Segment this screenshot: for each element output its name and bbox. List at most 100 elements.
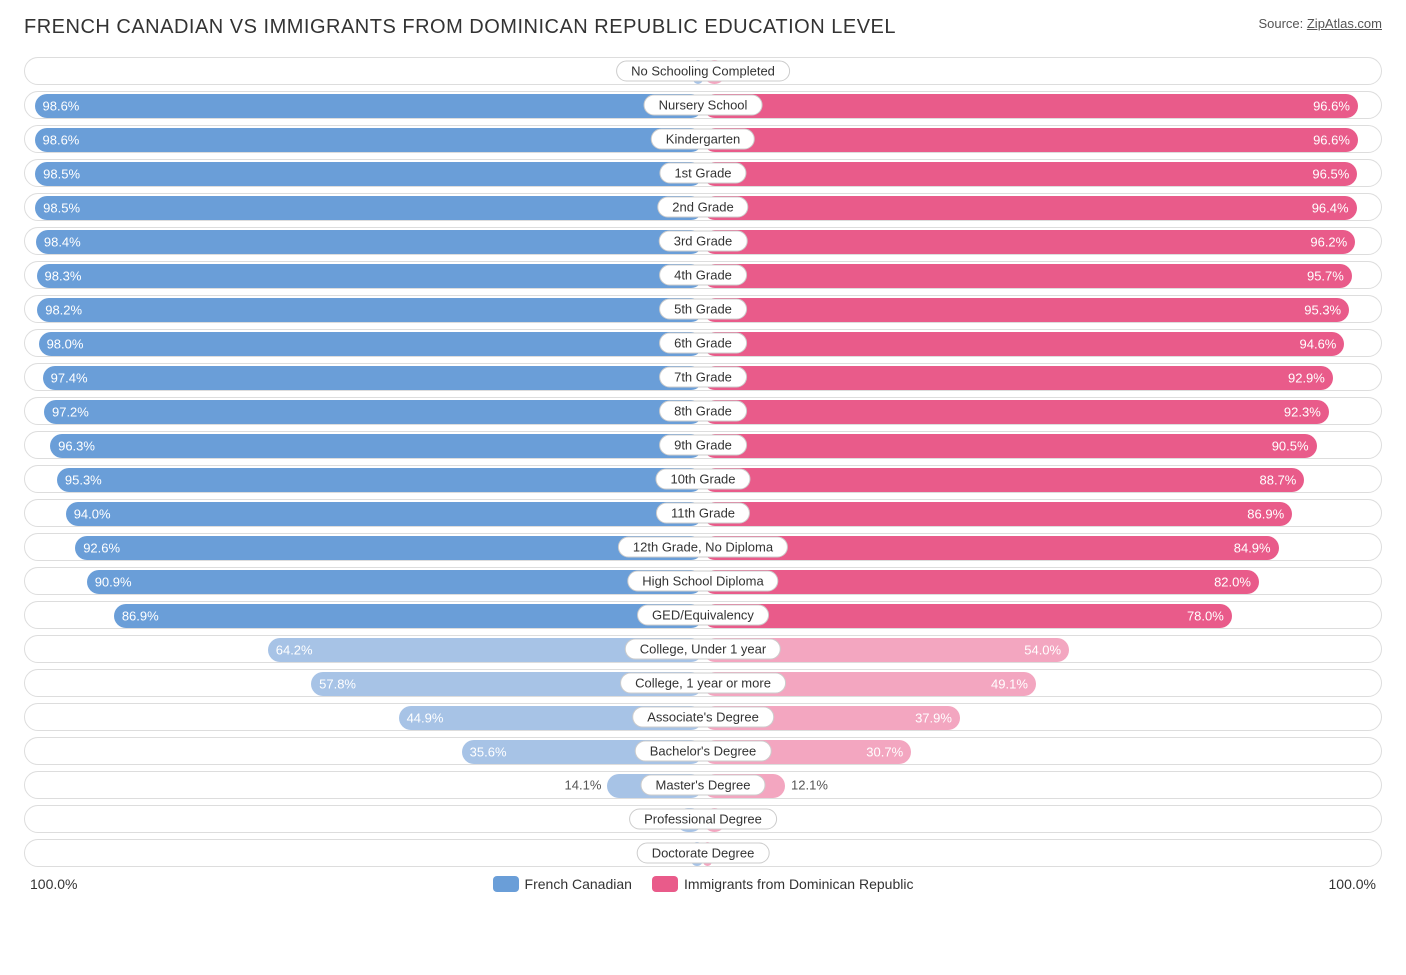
bar-right: 95.7% bbox=[703, 264, 1352, 288]
chart-row: 1.5%3.4%No Schooling Completed bbox=[24, 57, 1382, 85]
pct-left: 64.2% bbox=[276, 643, 313, 658]
chart-row: 97.2%92.3%8th Grade bbox=[24, 397, 1382, 425]
bar-right: 82.0% bbox=[703, 570, 1259, 594]
pct-right: 96.2% bbox=[1310, 235, 1347, 250]
pct-left: 97.4% bbox=[51, 371, 88, 386]
bar-right: 92.3% bbox=[703, 400, 1329, 424]
bar-right: 96.2% bbox=[703, 230, 1355, 254]
chart-row: 98.3% 95.7% 4th Grade bbox=[24, 261, 1382, 289]
category-label: 5th Grade bbox=[659, 299, 747, 320]
bar-right: 90.5% bbox=[703, 434, 1317, 458]
pct-right: 96.6% bbox=[1313, 133, 1350, 148]
pct-left: 14.1% bbox=[565, 778, 602, 793]
source-link[interactable]: ZipAtlas.com bbox=[1307, 16, 1382, 31]
pct-left: 96.3% bbox=[58, 439, 95, 454]
pct-left: 57.8% bbox=[319, 677, 356, 692]
pct-left: 98.5% bbox=[43, 167, 80, 182]
pct-right: 95.7% bbox=[1307, 269, 1344, 284]
chart-row: 98.0%94.6%6th Grade bbox=[24, 329, 1382, 357]
pct-left: 98.3% bbox=[45, 269, 82, 284]
chart-row: 4.0%3.4%Professional Degree bbox=[24, 805, 1382, 833]
category-label: College, 1 year or more bbox=[620, 673, 786, 694]
category-label: 9th Grade bbox=[659, 435, 747, 456]
pct-left: 90.9% bbox=[95, 575, 132, 590]
chart-row: 90.9% 82.0% High School Diploma bbox=[24, 567, 1382, 595]
pct-left: 98.5% bbox=[43, 201, 80, 216]
chart-row: 64.2%54.0%College, Under 1 year bbox=[24, 635, 1382, 663]
legend-item: Immigrants from Dominican Republic bbox=[652, 876, 914, 892]
chart-row: 1.8%1.3%Doctorate Degree bbox=[24, 839, 1382, 867]
bar-right: 84.9% bbox=[703, 536, 1279, 560]
pct-right: 37.9% bbox=[915, 711, 952, 726]
pct-right: 95.3% bbox=[1304, 303, 1341, 318]
bar-left: 98.2% bbox=[37, 298, 703, 322]
diverging-bar-chart: 1.5%3.4%No Schooling Completed 98.6% 96.6%… bbox=[24, 57, 1382, 867]
chart-row: 35.6%30.7%Bachelor's Degree bbox=[24, 737, 1382, 765]
chart-row: 86.9% 78.0% GED/Equivalency bbox=[24, 601, 1382, 629]
pct-right: 92.3% bbox=[1284, 405, 1321, 420]
chart-row: 96.3% 90.5% 9th Grade bbox=[24, 431, 1382, 459]
pct-right: 92.9% bbox=[1288, 371, 1325, 386]
category-label: GED/Equivalency bbox=[637, 605, 769, 626]
bar-left: 86.9% bbox=[114, 604, 703, 628]
bar-right: 92.9% bbox=[703, 366, 1333, 390]
chart-row: 57.8%49.1%College, 1 year or more bbox=[24, 669, 1382, 697]
bar-left: 96.3% bbox=[50, 434, 703, 458]
bar-left: 94.0% bbox=[66, 502, 703, 526]
category-label: 4th Grade bbox=[659, 265, 747, 286]
pct-left: 86.9% bbox=[122, 609, 159, 624]
pct-right: 90.5% bbox=[1272, 439, 1309, 454]
category-label: College, Under 1 year bbox=[625, 639, 781, 660]
pct-left: 35.6% bbox=[470, 745, 507, 760]
chart-row: 94.0%86.9%11th Grade bbox=[24, 499, 1382, 527]
bar-left: 97.2% bbox=[44, 400, 703, 424]
category-label: 7th Grade bbox=[659, 367, 747, 388]
legend-row: 100.0% French Canadian Immigrants from Do… bbox=[24, 873, 1382, 895]
header: FRENCH CANADIAN VS IMMIGRANTS FROM DOMIN… bbox=[24, 16, 1382, 39]
category-label: 1st Grade bbox=[659, 163, 746, 184]
pct-right: 96.6% bbox=[1313, 99, 1350, 114]
pct-right: 94.6% bbox=[1300, 337, 1337, 352]
source-label: Source: ZipAtlas.com bbox=[1258, 16, 1382, 31]
bar-left: 95.3% bbox=[57, 468, 703, 492]
bar-right: 96.4% bbox=[703, 196, 1357, 220]
pct-right: 88.7% bbox=[1260, 473, 1297, 488]
pct-right: 12.1% bbox=[791, 778, 828, 793]
category-label: 10th Grade bbox=[655, 469, 750, 490]
chart-row: 98.5% 96.4%2nd Grade bbox=[24, 193, 1382, 221]
category-label: High School Diploma bbox=[627, 571, 778, 592]
pct-right: 96.5% bbox=[1312, 167, 1349, 182]
bar-left: 98.4% bbox=[36, 230, 703, 254]
bar-right: 86.9% bbox=[703, 502, 1292, 526]
bar-left: 90.9% bbox=[87, 570, 703, 594]
legend: French Canadian Immigrants from Dominican… bbox=[483, 876, 924, 892]
bar-left: 98.6% bbox=[35, 94, 704, 118]
pct-right: 82.0% bbox=[1214, 575, 1251, 590]
source-prefix: Source: bbox=[1258, 16, 1306, 31]
legend-label: French Canadian bbox=[525, 876, 632, 892]
axis-max-left: 100.0% bbox=[30, 876, 77, 892]
pct-right: 78.0% bbox=[1187, 609, 1224, 624]
bar-right: 88.7% bbox=[703, 468, 1304, 492]
category-label: 12th Grade, No Diploma bbox=[618, 537, 788, 558]
chart-row: 98.4%96.2%3rd Grade bbox=[24, 227, 1382, 255]
category-label: No Schooling Completed bbox=[616, 61, 790, 82]
chart-row: 95.3% 88.7% 10th Grade bbox=[24, 465, 1382, 493]
bar-right: 96.6% bbox=[703, 94, 1358, 118]
axis-max-right: 100.0% bbox=[1329, 876, 1376, 892]
bar-right: 78.0% bbox=[703, 604, 1232, 628]
chart-row: 98.6%96.6%Kindergarten bbox=[24, 125, 1382, 153]
pct-right: 84.9% bbox=[1234, 541, 1271, 556]
bar-right: 95.3% bbox=[703, 298, 1349, 322]
pct-left: 98.2% bbox=[45, 303, 82, 318]
chart-row: 97.4% 92.9% 7th Grade bbox=[24, 363, 1382, 391]
category-label: 2nd Grade bbox=[657, 197, 748, 218]
pct-right: 30.7% bbox=[866, 745, 903, 760]
bar-right: 96.6% bbox=[703, 128, 1358, 152]
legend-swatch bbox=[493, 876, 519, 892]
chart-row: 92.6%84.9%12th Grade, No Diploma bbox=[24, 533, 1382, 561]
pct-left: 98.4% bbox=[44, 235, 81, 250]
chart-row: 14.1%12.1%Master's Degree bbox=[24, 771, 1382, 799]
category-label: Kindergarten bbox=[651, 129, 755, 150]
legend-swatch bbox=[652, 876, 678, 892]
